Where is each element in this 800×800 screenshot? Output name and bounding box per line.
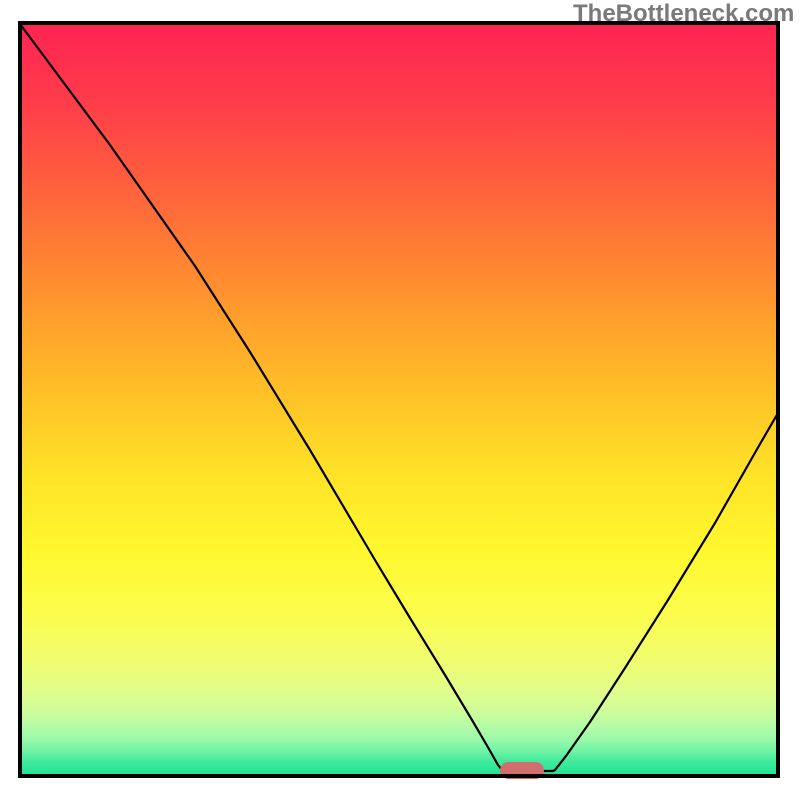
chart-area	[18, 21, 780, 778]
minimum-marker	[500, 762, 544, 779]
gradient-background	[18, 21, 780, 778]
watermark-text: TheBottleneck.com	[573, 0, 794, 28]
